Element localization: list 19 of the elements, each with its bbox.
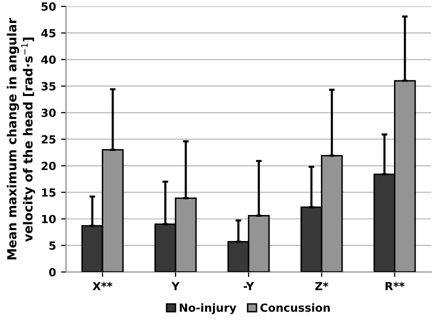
legend-label: No-injury [180,303,236,314]
y-tick-label: 5 [49,242,56,250]
y-tick-label: 40 [41,55,56,64]
x-tick-label: R** [386,282,405,290]
x-tick-label: Y [171,282,180,290]
y-tick-label: 35 [42,82,56,90]
legend-label: Concussion [260,303,330,312]
x-tick-label: -Y [244,282,254,290]
y-tick-label: 15 [42,188,56,197]
y-tick-label: 30 [42,108,56,118]
y-tick-label: 25 [42,135,56,144]
y-tick-label: 20 [42,162,56,170]
y-axis-title: Mean maximum change in angular velocity of the head [rad·s$^{−1}$] [6,18,36,260]
y-tick-label: 45 [41,29,56,38]
y-tick-label: 0 [49,268,56,276]
y-tick-label: 10 [42,214,56,224]
x-tick-label: X** [92,282,112,290]
x-tick-label: Z* [315,282,328,290]
y-tick-label: 50 [42,2,56,11]
